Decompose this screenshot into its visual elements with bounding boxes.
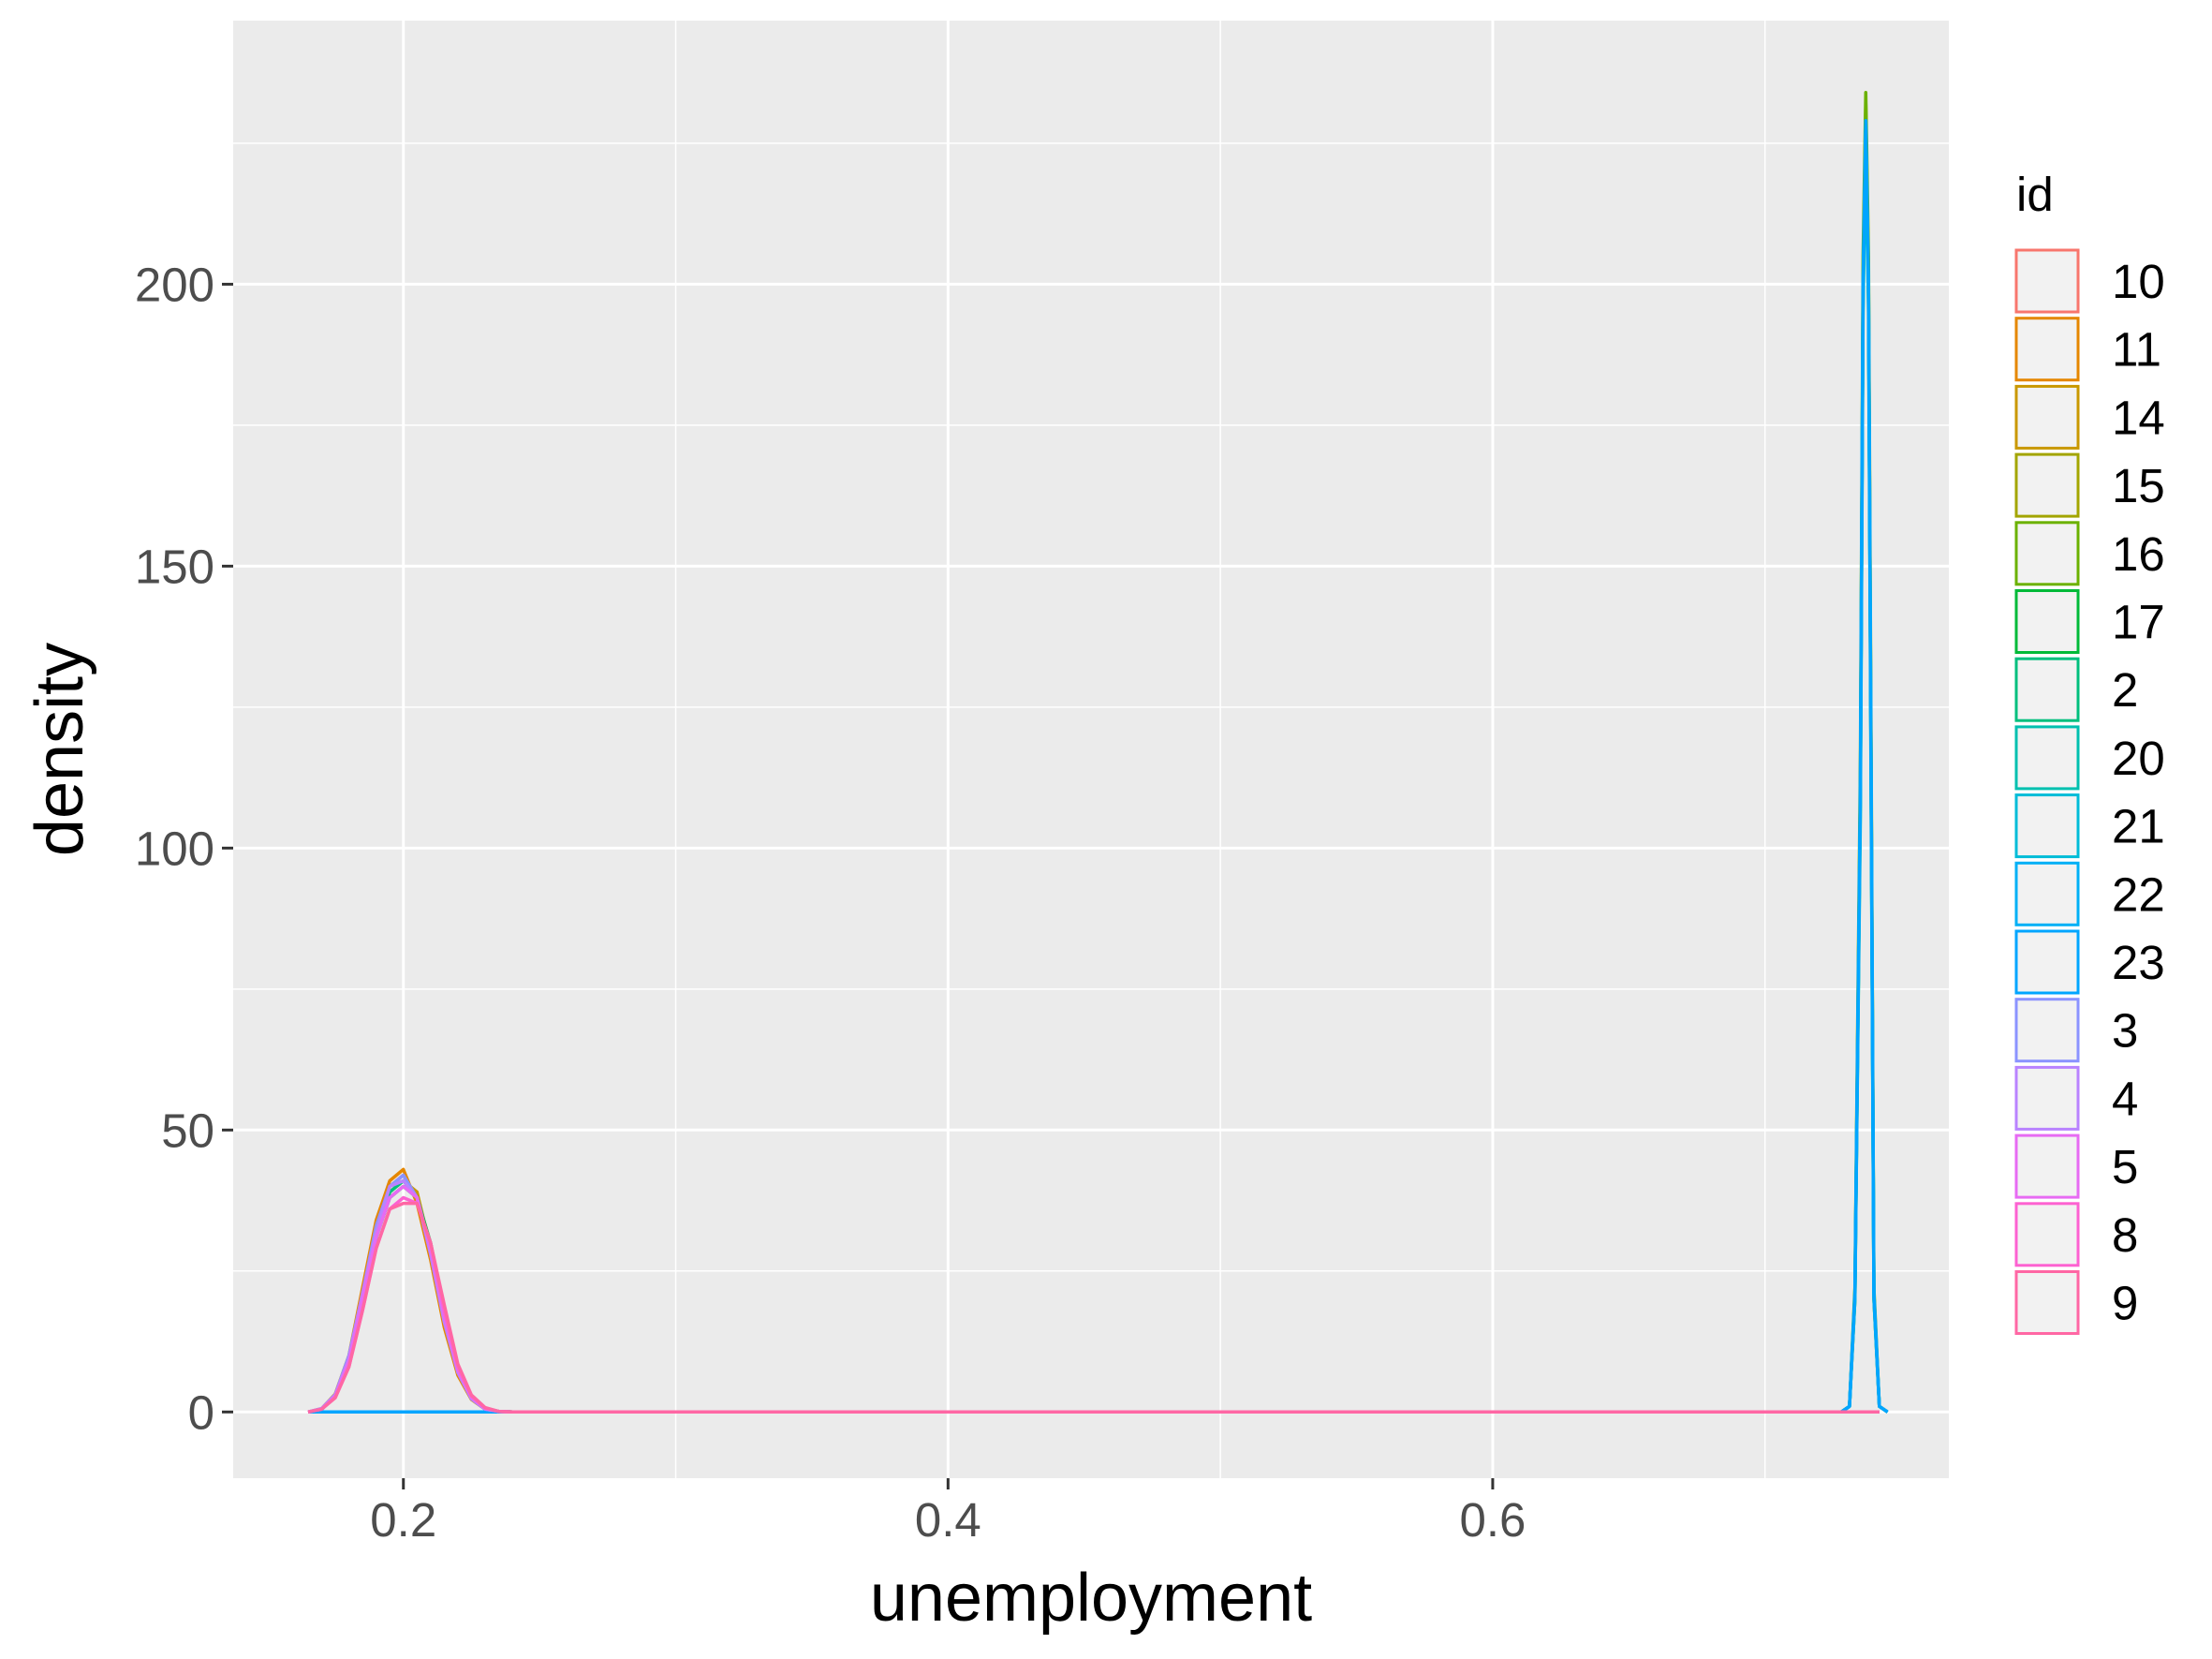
legend-label: 11 [2112,323,2161,377]
legend-label: 15 [2112,459,2165,512]
legend-item: 17 [2014,589,2165,654]
legend-item: 4 [2014,1065,2138,1131]
legend-label: 14 [2112,391,2165,444]
legend-item: 3 [2014,998,2138,1063]
legend-key [2014,384,2080,450]
y-tick-label: 150 [135,540,214,593]
legend-label: 23 [2112,936,2165,989]
legend-label: 5 [2112,1140,2138,1193]
legend-key [2014,1133,2080,1199]
legend-label: 2 [2112,663,2138,717]
legend-key [2014,521,2080,586]
legend-item: 2 [2014,657,2138,722]
legend-item: 21 [2014,793,2165,859]
legend-item: 10 [2014,248,2165,314]
x-tick-label: 0.6 [1459,1493,1526,1547]
y-axis: 0 50 100 150 200 [135,258,233,1439]
legend-key [2014,589,2080,654]
legend-item: 14 [2014,384,2165,450]
legend-item: 23 [2014,929,2165,995]
legend-key [2014,1270,2080,1335]
legend-key [2014,861,2080,926]
legend-label: 17 [2112,596,2165,649]
legend-key [2014,929,2080,995]
x-tick-label: 0.4 [915,1493,981,1547]
legend-key [2014,452,2080,518]
legend-key [2014,248,2080,314]
legend-label: 10 [2112,255,2165,308]
y-tick-label: 0 [188,1385,214,1439]
legend-label: 3 [2112,1004,2138,1058]
legend-item: 15 [2014,452,2165,518]
legend-item: 16 [2014,521,2165,586]
density-curves [307,90,1889,1415]
legend-key [2014,793,2080,859]
legend-item: 22 [2014,861,2165,926]
legend-items: 10 11 14 15 16 17 2 20 21 22 23 3 4 5 8 9 [2014,248,2165,1335]
legend-label: 9 [2112,1277,2138,1330]
legend-label: 4 [2112,1072,2138,1125]
legend-key [2014,998,2080,1063]
y-tick-label: 100 [135,822,214,875]
legend-item: 5 [2014,1133,2138,1199]
x-tick-label: 0.2 [370,1493,436,1547]
minor-gridlines [233,21,1949,1478]
plot-panel [233,21,1949,1478]
legend: id 10 11 14 15 16 17 2 20 21 22 23 3 4 5 8 9 [2014,168,2165,1335]
y-tick-label: 50 [161,1104,214,1157]
y-tick-label: 200 [135,258,214,311]
y-axis-title: density [22,643,97,856]
x-axis: 0.2 0.4 0.6 [370,1478,1526,1547]
legend-label: 22 [2112,867,2165,921]
legend-key [2014,657,2080,722]
legend-item: 11 [2014,317,2161,382]
legend-key [2014,1202,2080,1267]
legend-key [2014,317,2080,382]
legend-key [2014,1065,2080,1131]
legend-item: 20 [2014,725,2165,791]
density-line-9 [307,1201,1880,1415]
legend-label: 16 [2112,527,2165,581]
legend-label: 20 [2112,732,2165,785]
legend-title: id [2016,168,2054,221]
legend-label: 8 [2112,1208,2138,1262]
legend-item: 8 [2014,1202,2138,1267]
x-axis-title: unemployment [870,1561,1312,1636]
legend-label: 21 [2112,800,2165,853]
legend-item: 9 [2014,1270,2138,1335]
legend-key [2014,725,2080,791]
